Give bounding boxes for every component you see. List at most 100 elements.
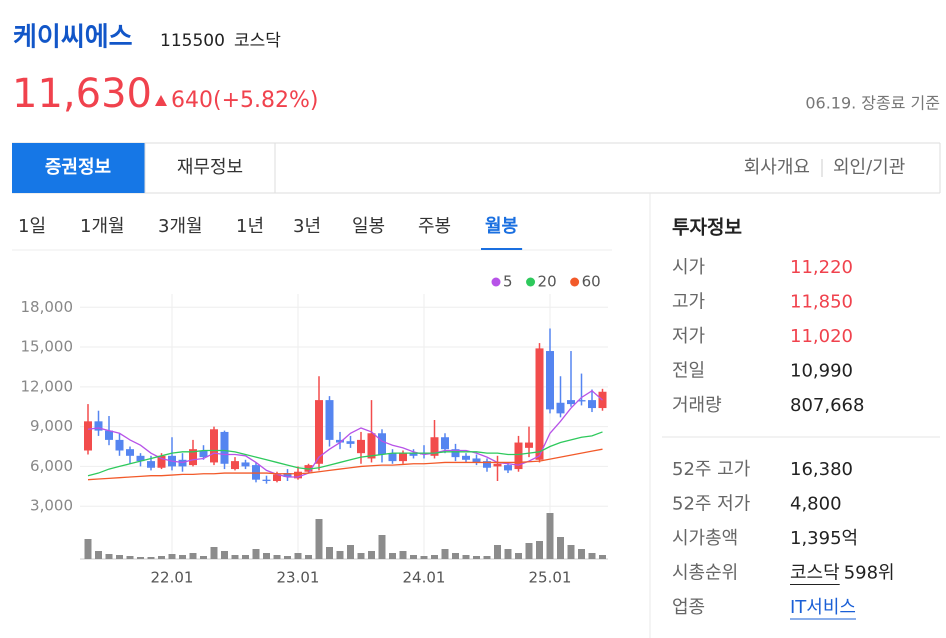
period-tab[interactable]: 1일 <box>18 216 46 237</box>
volume-bar <box>242 555 249 559</box>
candle-body <box>241 462 250 467</box>
up-arrow <box>155 95 167 106</box>
candle-body <box>336 439 344 443</box>
candle-body <box>546 351 554 410</box>
tab-label[interactable]: 증권정보 <box>45 157 111 178</box>
legend-dot <box>491 277 501 287</box>
x-tick-label: 25.01 <box>529 569 572 587</box>
candle-body <box>378 433 386 455</box>
info-label: 시총순위 <box>672 563 738 584</box>
volume-bar <box>515 553 522 559</box>
volume-bar <box>431 555 438 559</box>
info-value[interactable]: 코스닥 <box>790 563 840 584</box>
period-tab[interactable]: 월봉 <box>485 216 518 237</box>
period-tab[interactable]: 1개월 <box>80 216 125 237</box>
candle-body <box>231 461 239 470</box>
y-tick-label: 18,000 <box>21 298 74 316</box>
volume-bar <box>231 555 239 559</box>
market: 코스닥 <box>234 31 281 51</box>
volume-bar <box>315 519 323 559</box>
candle-body <box>388 453 397 462</box>
tab[interactable] <box>144 142 276 194</box>
volume-bar <box>179 555 186 559</box>
candle-body <box>451 449 460 458</box>
info-value: 11,220 <box>790 257 853 278</box>
candle-body <box>189 449 197 466</box>
volume-bar <box>263 553 270 559</box>
candle-body <box>220 431 229 464</box>
candle-body <box>514 442 523 470</box>
volume-bar <box>105 554 113 559</box>
period-tab[interactable]: 1년 <box>236 216 264 237</box>
volume-bar <box>252 549 260 559</box>
period-tab[interactable]: 3년 <box>293 216 321 237</box>
volume-bar <box>494 545 501 559</box>
tab-active[interactable] <box>12 143 145 193</box>
info-label: 고가 <box>672 292 705 313</box>
info-value: 11,020 <box>790 326 853 347</box>
candle-body <box>504 465 512 471</box>
ma-line <box>87 390 603 478</box>
info-value[interactable]: IT서비스 <box>790 597 856 618</box>
change: 640(+5.82%) <box>171 88 319 113</box>
period-tab[interactable]: 3개월 <box>158 216 203 237</box>
y-tick-label: 3,000 <box>30 497 73 515</box>
volume-bar <box>347 545 354 559</box>
y-tick-label: 9,000 <box>30 417 73 435</box>
candle-body <box>430 437 439 456</box>
candle-body <box>567 400 575 405</box>
volume-bar <box>557 537 564 559</box>
period-tab[interactable]: 주봉 <box>418 216 451 237</box>
change-pct: (+5.82%) <box>213 88 319 113</box>
link[interactable]: 회사개요 <box>744 157 810 178</box>
info-value: 807,668 <box>790 395 864 416</box>
legend-label: 5 <box>503 273 513 291</box>
volume-bar <box>137 557 144 559</box>
candle-body <box>262 479 271 482</box>
info-label: 52주 저가 <box>672 494 750 515</box>
info-value: 1,395억 <box>790 528 858 549</box>
legend-dot <box>570 277 580 287</box>
volume-bar <box>273 555 281 559</box>
candle-body <box>126 449 134 456</box>
candle-body <box>325 400 334 440</box>
info-value: 10,990 <box>790 361 853 382</box>
legend-dot <box>526 277 536 287</box>
candle-body <box>273 474 281 482</box>
candle-body <box>346 441 355 444</box>
volume-bar <box>567 545 575 559</box>
volume-bar <box>210 547 218 559</box>
info-label: 시가총액 <box>672 528 738 549</box>
candle-body <box>136 455 145 462</box>
tab-label[interactable]: 재무정보 <box>177 157 243 178</box>
info-value: 16,380 <box>790 459 853 480</box>
volume-bar <box>305 555 312 559</box>
x-tick-label: 24.01 <box>403 569 446 587</box>
candle-body <box>84 421 92 451</box>
candle-body <box>588 400 596 409</box>
volume-bar <box>546 513 554 559</box>
volume-bar <box>462 555 470 559</box>
volume-bar <box>483 556 491 559</box>
ma-line <box>87 431 603 477</box>
volume-bar <box>504 549 512 559</box>
change-value: 640 <box>171 88 213 113</box>
volume-bar <box>200 556 207 559</box>
ma-line <box>87 448 603 481</box>
as-of: 06.19. 장종료 기준 <box>805 94 940 113</box>
link[interactable]: 외인/기관 <box>833 157 905 178</box>
info-value: 4,800 <box>790 494 842 515</box>
candle-body <box>409 453 418 456</box>
y-tick-label: 15,000 <box>21 338 74 356</box>
legend-label: 60 <box>582 273 601 291</box>
candle-body <box>483 461 491 468</box>
volume-bar <box>221 551 228 559</box>
candle-body <box>94 421 103 431</box>
candle-body <box>115 439 124 451</box>
x-tick-label: 22.01 <box>151 569 194 587</box>
candle-body <box>493 463 502 467</box>
period-tab[interactable]: 일봉 <box>352 216 385 237</box>
volume-bar <box>294 553 302 559</box>
